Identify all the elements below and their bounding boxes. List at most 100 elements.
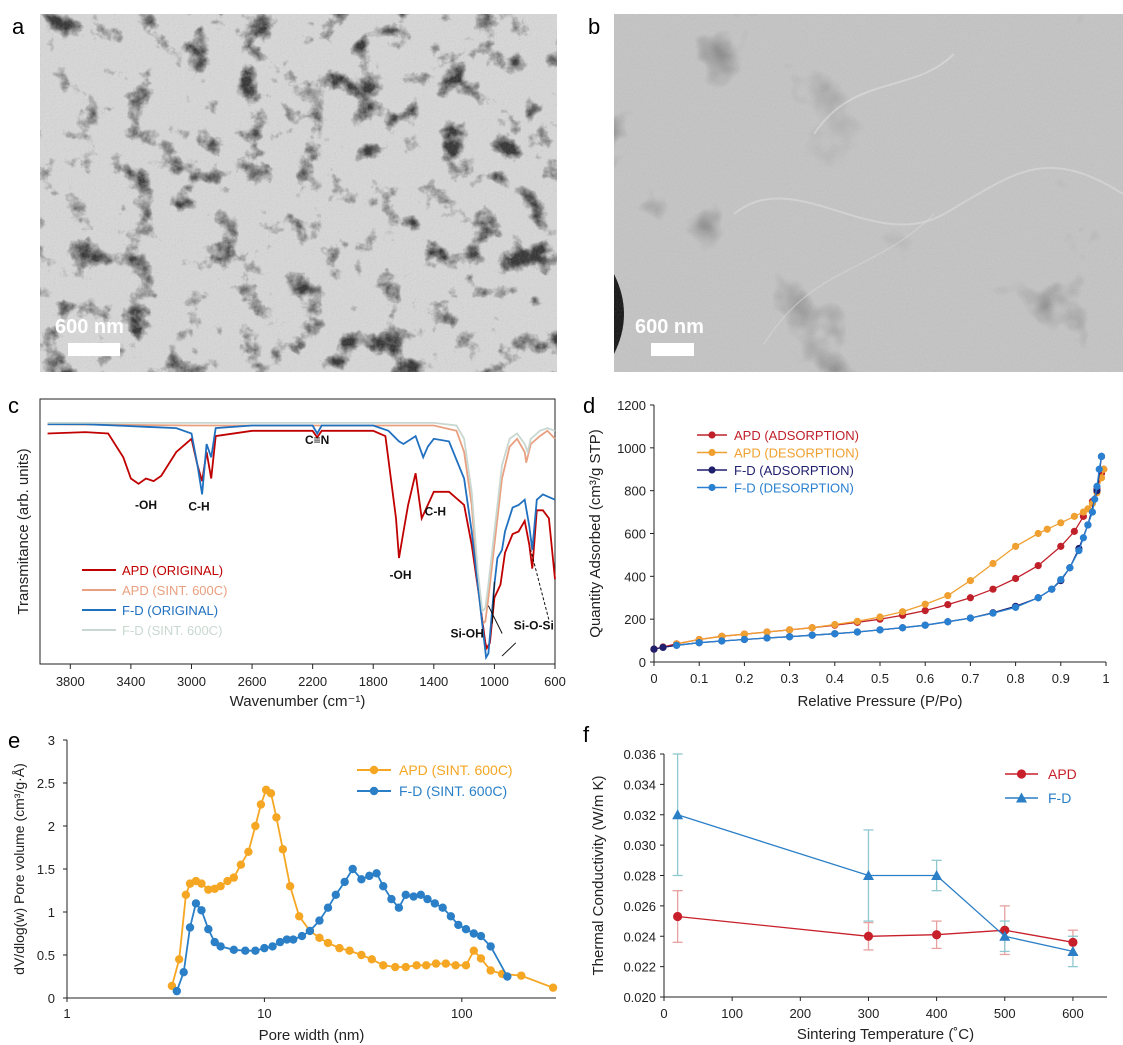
panel-letter-f: f [583,722,590,747]
data-point [876,615,884,623]
y-tick-label: 0.020 [623,990,656,1005]
data-point [786,626,794,634]
data-point [266,789,276,798]
data-point [1067,945,1079,956]
scale-bar-label-b: 600 nm [635,316,704,338]
data-point [476,954,486,963]
x-tick-label: 10 [257,1006,271,1021]
data-point [831,621,839,629]
data-point [297,931,307,941]
data-point [921,621,929,629]
data-point [718,632,726,640]
x-tick-label: 1000 [480,674,509,689]
y-tick-label: 1200 [617,398,646,413]
data-point [323,903,333,912]
x-tick-label: 0.2 [735,671,753,686]
x-tick-label: 0 [650,671,657,686]
legend-marker [708,483,716,492]
legend-entry: F-D (DESORPTION) [734,481,854,496]
data-point [1097,474,1106,482]
data-point [229,945,239,955]
x-tick-label: 100 [451,1006,473,1021]
data-point [899,611,907,619]
data-point [185,923,195,932]
data-point [272,813,281,822]
x-tick-label: 0.5 [871,671,889,686]
data-point [989,609,997,617]
peak-annotation: C≡N [305,433,329,447]
data-point [469,929,478,938]
data-point [1012,602,1020,610]
data-point [740,635,749,644]
data-point [172,986,182,996]
data-point [268,942,277,951]
y-tick-label: 0.036 [623,747,656,762]
data-point [229,873,239,882]
y-tick-label: 0.026 [623,899,656,914]
data-point [740,630,749,638]
scale-bar-label-a: 600 nm [55,316,124,338]
data-point [236,860,246,869]
y-tick-label: 2.5 [37,776,55,791]
data-point [899,624,907,632]
data-point [461,961,471,970]
data-point [1012,574,1020,583]
y-tick-label: 1000 [617,441,646,456]
series-line-f-d-sint-600c- [47,422,556,613]
data-point [446,912,456,921]
data-point [1097,469,1106,478]
data-point [899,608,907,616]
data-point [469,946,478,955]
x-tick-label: 3400 [116,674,145,689]
x-tick-label: 0.1 [690,671,708,686]
data-point [1057,577,1065,585]
data-point [862,870,874,880]
peak-annotation: C-H [425,505,446,519]
data-point [423,894,432,904]
peak-annotation: Si-O-Si [514,619,554,633]
data-point [921,600,929,608]
data-point [695,639,703,647]
data-point [185,879,195,888]
data-point [718,637,726,645]
annotation-arrow [487,605,503,634]
data-point [451,961,460,970]
data-point [340,877,349,887]
annotation-arrow [491,581,495,624]
data-point [391,962,400,972]
data-point [357,950,366,960]
legend-entry: F-D (ADSORPTION) [734,463,854,478]
annotation-arrow [530,549,550,620]
x-tick-label: 0.9 [1052,671,1070,686]
data-point [204,885,213,894]
y-tick-label: 3 [48,733,55,748]
data-point [921,607,929,615]
data-point [999,930,1011,941]
data-point [695,639,703,647]
sem-image-a-texture [40,14,557,372]
data-point [251,821,260,831]
legend-entry: F-D [1048,790,1071,806]
data-point [438,903,447,912]
data-point [1066,564,1074,572]
y-tick-label: 600 [624,527,646,542]
data-point [966,594,975,602]
y-axis-label: Quantity Adsorbed (cm³/g STP) [587,429,604,637]
x-tick-label: 600 [1062,1006,1084,1021]
data-point [740,635,749,644]
data-point [548,983,558,992]
legend-entry: APD (DESORPTION) [734,446,859,461]
data-point [1084,505,1092,513]
data-point [289,935,298,944]
data-point [966,614,975,622]
data-point [863,931,874,941]
data-point [763,628,771,636]
data-point [275,937,285,947]
x-tick-label: 300 [858,1006,880,1021]
data-point [876,613,884,621]
data-point [241,946,250,955]
x-tick-label: 0.4 [826,671,844,686]
data-point [1016,769,1027,779]
data-point [197,879,206,888]
legend-marker [369,765,379,775]
